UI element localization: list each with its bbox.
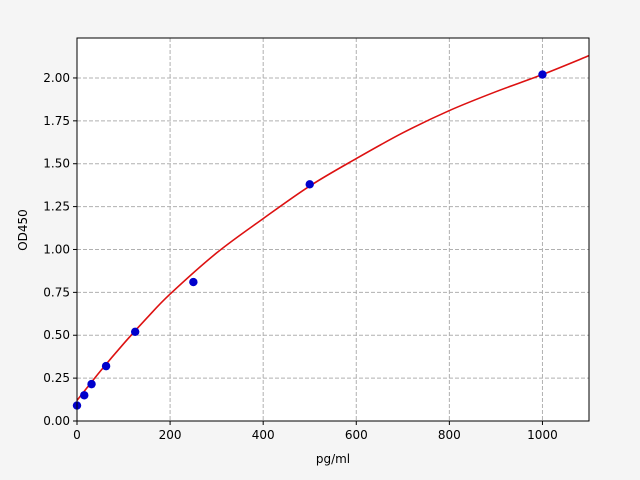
y-tick-label: 1.25 [43,200,70,214]
data-point [538,70,547,79]
x-tick-label: 1000 [527,428,558,442]
y-tick-label: 1.00 [43,242,70,256]
y-tick-label: 0.00 [43,414,70,428]
x-tick-label: 800 [438,428,461,442]
x-tick-label: 400 [252,428,275,442]
y-tick-label: 0.75 [43,285,70,299]
x-axis-label: pg/ml [316,452,350,466]
data-point [101,361,111,371]
y-tick-label: 2.00 [43,71,70,85]
y-tick-label: 0.25 [43,371,70,385]
x-axis-ticks: 0 200 400 600 800 1000 [73,421,558,442]
y-axis-label: OD450 [16,209,30,251]
y-tick-label: 1.75 [43,114,70,128]
y-tick-label: 1.50 [43,157,70,171]
plot-area [77,38,589,421]
x-tick-label: 600 [345,428,368,442]
data-point [189,277,198,287]
y-tick-label: 0.50 [43,328,70,342]
fit-curve-group [76,54,590,401]
data-point [87,379,96,389]
y-axis-ticks: 0.00 0.25 0.50 0.75 1.00 1.25 1.50 1.75 2.00 [43,71,77,428]
plot-frame [76,37,590,422]
fit-curve-line [76,54,590,401]
data-point [80,391,89,400]
grid [77,38,589,421]
data-point [130,327,140,337]
x-tick-label: 0 [73,428,81,442]
x-tick-label: 200 [159,428,182,442]
data-point [305,180,314,189]
